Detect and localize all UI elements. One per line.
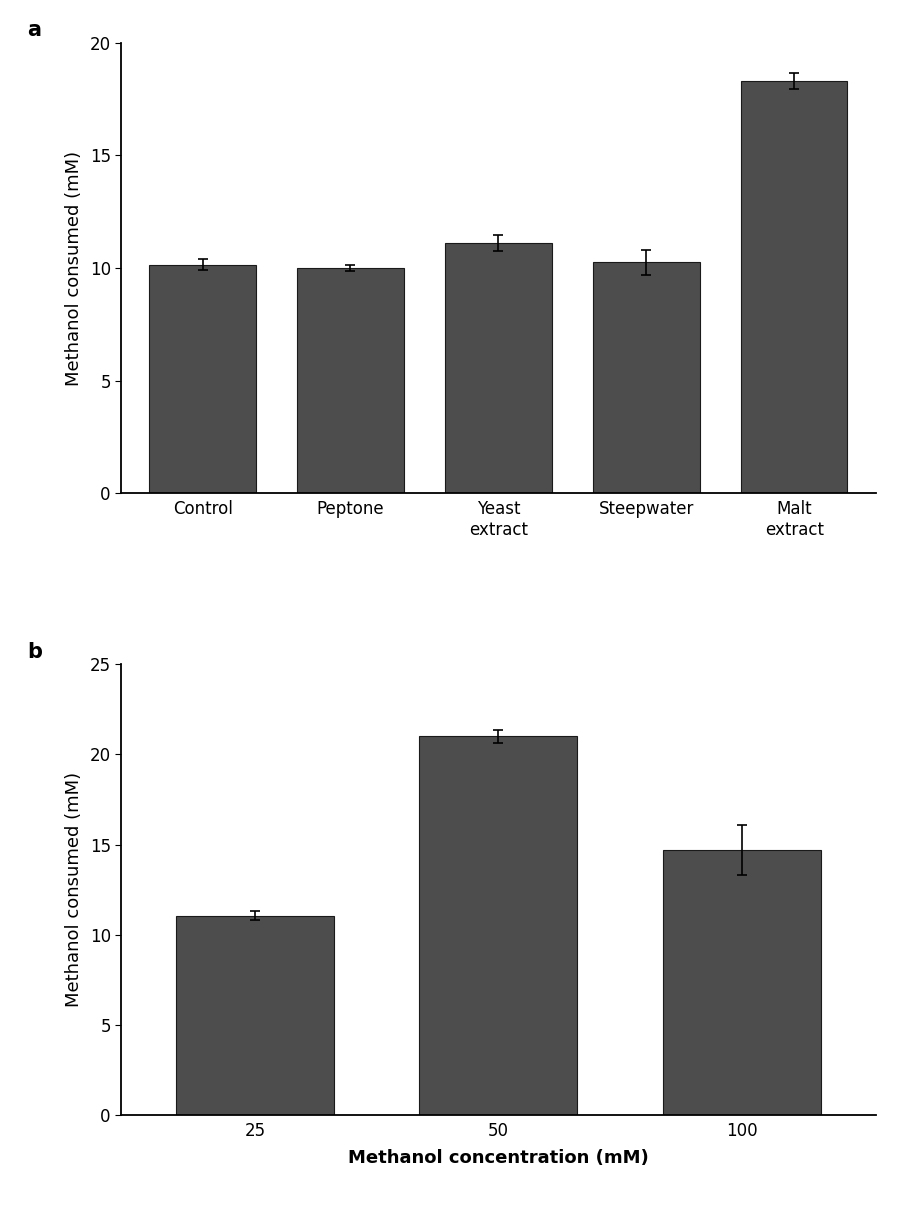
Bar bbox=[149, 265, 256, 494]
Bar bbox=[419, 736, 577, 1115]
Bar bbox=[176, 916, 334, 1115]
Bar bbox=[741, 81, 848, 494]
Text: b: b bbox=[27, 642, 42, 662]
Y-axis label: Methanol consumed (mM): Methanol consumed (mM) bbox=[65, 772, 83, 1007]
Bar bbox=[593, 262, 700, 494]
Y-axis label: Methanol consumed (mM): Methanol consumed (mM) bbox=[65, 151, 83, 386]
Bar bbox=[445, 244, 551, 494]
Bar bbox=[663, 850, 821, 1115]
Bar bbox=[297, 268, 404, 494]
Text: a: a bbox=[27, 21, 41, 40]
X-axis label: Methanol concentration (mM): Methanol concentration (mM) bbox=[348, 1149, 648, 1167]
